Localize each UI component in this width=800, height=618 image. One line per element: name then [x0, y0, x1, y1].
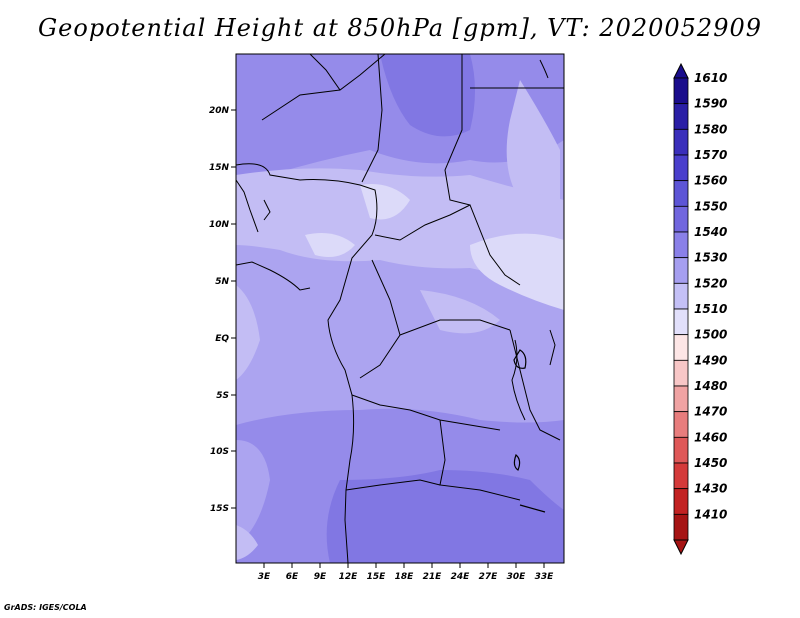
colorbar-label: 1580	[694, 122, 727, 136]
lat-axis	[231, 109, 236, 509]
colorbar-swatch	[673, 436, 689, 464]
lon-axis	[263, 563, 545, 568]
colorbar-swatch	[673, 282, 689, 310]
colorbar-bottom-arrow	[673, 539, 689, 556]
colorbar-label: 1520	[694, 276, 727, 290]
field-southwest-1540	[236, 440, 270, 545]
lat-label-5s: 5S	[216, 391, 229, 401]
lon-label-24e: 24E	[451, 572, 471, 582]
lakes	[513, 349, 546, 513]
colorbar-label: 1540	[694, 225, 727, 239]
colorbar-swatch	[673, 257, 689, 284]
colorbar-swatch	[673, 385, 689, 413]
colorbar-label: 1550	[694, 199, 727, 213]
map-panel	[236, 54, 564, 563]
lon-labels: 3E 6E 9E 12E 15E 18E 21E 24E 27E 30E 33E	[258, 572, 554, 582]
lat-labels: 20N 15N 10N 5N EQ 5S 10S 15S	[209, 106, 230, 514]
colorbar-label: 1510	[694, 302, 727, 316]
field-north-1560	[380, 54, 475, 137]
lon-label-30e: 30E	[507, 572, 527, 582]
lon-label-6e: 6E	[286, 572, 299, 582]
colorbar-swatch	[673, 180, 689, 207]
colorbar-label: 1450	[694, 456, 727, 470]
field-center-1530	[420, 290, 500, 334]
colorbar: 1610 1590 1580 1570 1560 1550 1540 1530 1520 1510…	[673, 62, 727, 556]
colorbar-label: 1490	[694, 353, 727, 367]
colorbar-swatch	[673, 154, 689, 182]
field-south-1560	[326, 470, 564, 563]
lat-label-20n: 20N	[209, 106, 230, 116]
field-southwest-1530	[236, 525, 258, 560]
field-west-1530	[236, 285, 260, 380]
map-title: Geopotential Height at 850hPa [gpm], VT:…	[38, 14, 762, 42]
colorbar-swatch	[673, 462, 689, 490]
colorbar-swatch	[673, 513, 689, 541]
colorbar-label: 1470	[694, 405, 727, 419]
colorbar-label: 1530	[694, 251, 727, 265]
lat-label-15n: 15N	[209, 163, 230, 173]
field-east-1520	[470, 233, 564, 310]
lat-label-5n: 5N	[215, 277, 229, 287]
colorbar-swatch	[673, 411, 689, 438]
colorbar-label: 1560	[694, 174, 727, 188]
colorbar-swatch	[673, 359, 689, 387]
lon-label-12e: 12E	[339, 572, 359, 582]
colorbar-swatch	[673, 205, 689, 233]
colorbar-top-arrow	[673, 62, 689, 79]
colorbar-label: 1570	[694, 148, 727, 162]
colorbar-label: 1460	[694, 430, 727, 444]
colorbar-label: 1610	[694, 71, 727, 85]
lon-label-9e: 9E	[314, 572, 327, 582]
footer-credit: GrADS: IGES/COLA	[4, 603, 87, 612]
field-center-1540	[236, 265, 564, 420]
colorbar-swatch	[673, 488, 689, 515]
lon-label-21e: 21E	[423, 572, 443, 582]
colorbar-swatch	[673, 308, 689, 336]
lon-label-15e: 15E	[367, 572, 387, 582]
field-north-1550	[236, 54, 564, 180]
lon-label-33e: 33E	[535, 572, 555, 582]
colorbar-swatch	[673, 231, 689, 259]
colorbar-label: 1410	[694, 507, 727, 521]
lon-label-18e: 18E	[395, 572, 415, 582]
lon-label-3e: 3E	[258, 572, 271, 582]
field-north-1540	[506, 80, 560, 210]
colorbar-swatch	[673, 128, 689, 156]
colorbar-label: 1590	[694, 97, 727, 111]
map-frame	[235, 53, 565, 564]
colorbar-label: 1500	[694, 328, 727, 342]
lat-label-eq: EQ	[215, 334, 229, 344]
field-light-1530	[305, 232, 355, 258]
colorbar-swatch	[673, 103, 689, 130]
colorbar-label: 1480	[694, 379, 727, 393]
coastlines-borders	[236, 54, 564, 563]
lat-label-15s: 15S	[210, 504, 229, 514]
lat-label-10s: 10S	[210, 447, 229, 457]
colorbar-swatch	[673, 334, 689, 361]
lon-label-27e: 27E	[479, 572, 499, 582]
colorbar-label: 1430	[694, 482, 727, 496]
lat-label-10n: 10N	[209, 220, 230, 230]
field-light-1530b	[360, 184, 410, 220]
colorbar-swatch	[673, 77, 689, 105]
